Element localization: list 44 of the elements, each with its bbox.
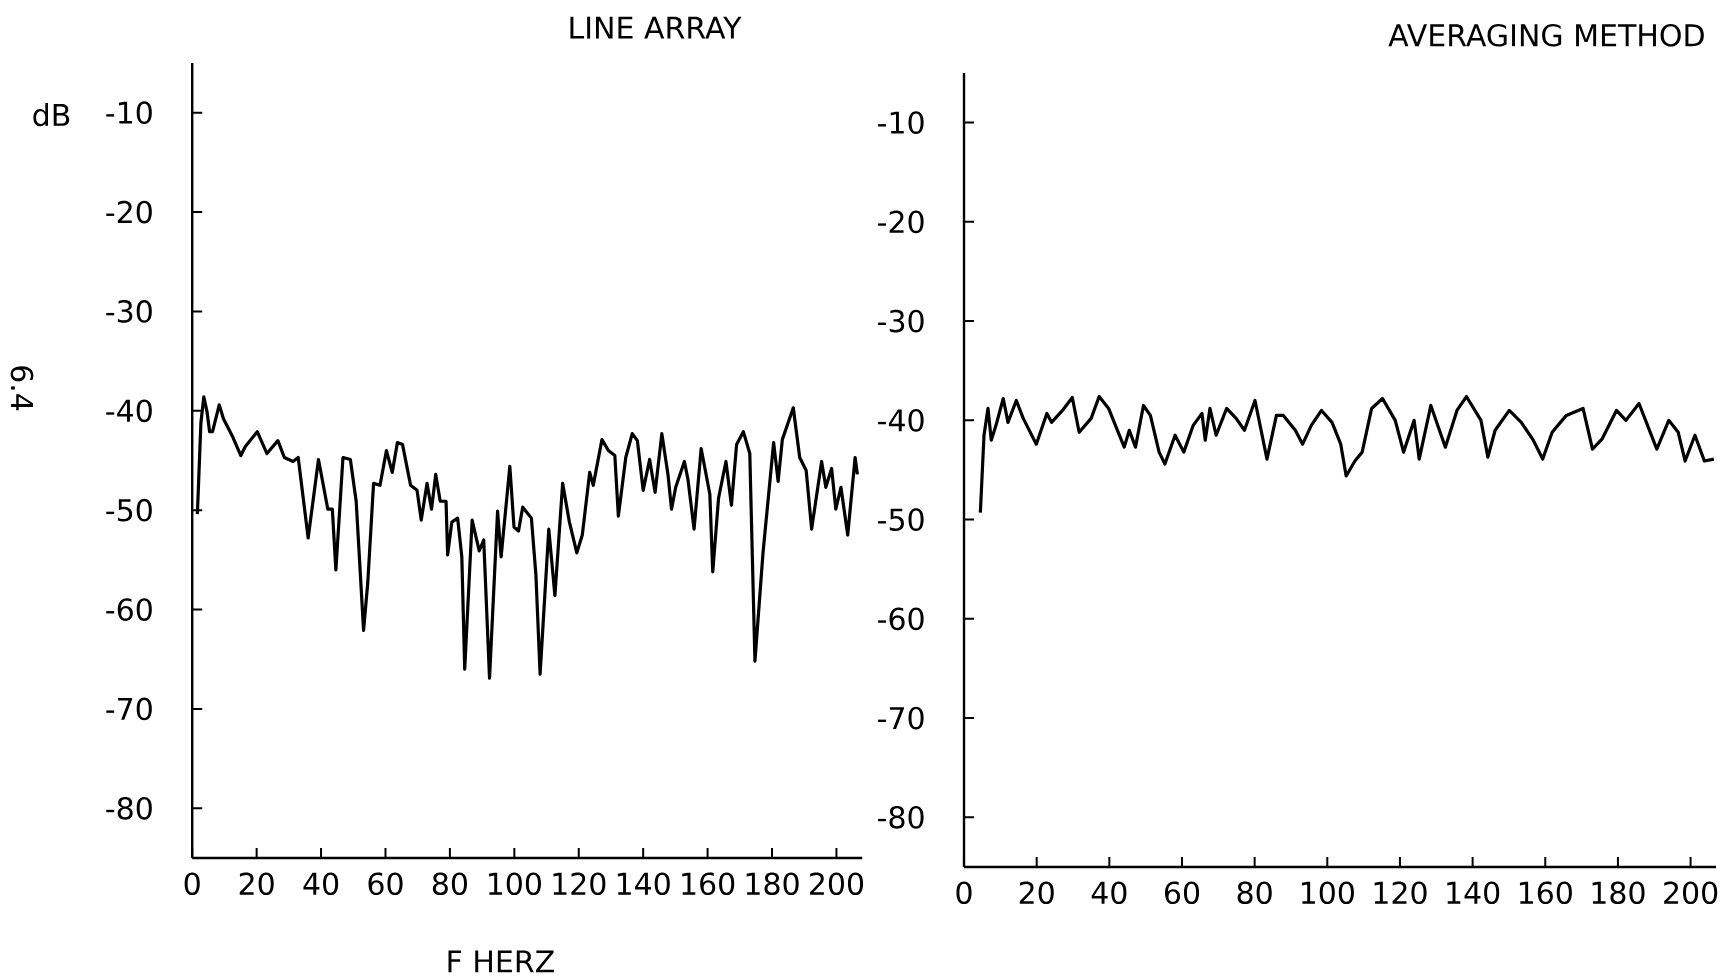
y-tick-label: -20 xyxy=(106,200,152,224)
y-tick-label: -80 xyxy=(878,806,924,829)
x-tick-label: 160 xyxy=(682,872,735,896)
y-tick-label: -70 xyxy=(106,697,152,721)
x-tick-label: 100 xyxy=(1301,881,1354,905)
x-tick-label: 180 xyxy=(746,872,799,896)
x-tick-label: 200 xyxy=(1664,881,1718,905)
y-tick-label: -70 xyxy=(878,706,924,730)
chart-title: AVERAGING METHOD xyxy=(1388,23,1704,47)
y-tick-label: -30 xyxy=(106,300,152,323)
x-tick-label: 40 xyxy=(1091,881,1127,905)
x-tick-label: 140 xyxy=(1447,881,1500,905)
x-tick-label: 40 xyxy=(303,872,339,896)
x-tick-label: 20 xyxy=(1019,881,1054,905)
y-tick-label: -10 xyxy=(106,101,152,125)
y-tick-label: -30 xyxy=(878,309,924,333)
x-tick-label: 0 xyxy=(184,872,200,896)
x-tick-label: 200 xyxy=(810,872,864,896)
y-tick-label: -10 xyxy=(878,111,924,134)
y-tick-label: -40 xyxy=(878,409,924,432)
y-tick-label: -50 xyxy=(878,508,924,531)
x-tick-label: 100 xyxy=(488,872,541,896)
y-tick-label: -20 xyxy=(878,210,924,234)
x-tick-label: 160 xyxy=(1519,881,1572,905)
x-tick-label: 0 xyxy=(956,881,972,905)
x-tick-label: 80 xyxy=(1237,881,1272,905)
line-series xyxy=(978,394,1716,515)
y-tick-label: -50 xyxy=(106,498,152,522)
x-tick-label: 20 xyxy=(239,872,274,896)
y-tick-label: -60 xyxy=(106,598,152,621)
x-tick-label: 120 xyxy=(1374,881,1427,905)
text: 6.4 xyxy=(10,366,34,411)
y-tick-label: -40 xyxy=(106,399,152,423)
chart-title: LINE ARRAY xyxy=(570,16,742,39)
x-tick-label: 180 xyxy=(1592,881,1645,905)
x-tick-label: 60 xyxy=(368,872,403,896)
x-tick-label: 80 xyxy=(432,872,467,896)
x-tick-label: 120 xyxy=(553,872,606,896)
y-tick-label: -60 xyxy=(878,607,924,631)
x-tick-label: 140 xyxy=(617,872,670,896)
x-tick-label: 60 xyxy=(1165,881,1200,905)
y-axis-title: dB xyxy=(33,103,70,127)
x-axis-title: F HERZ xyxy=(448,950,554,973)
y-tick-label: -80 xyxy=(106,796,152,820)
